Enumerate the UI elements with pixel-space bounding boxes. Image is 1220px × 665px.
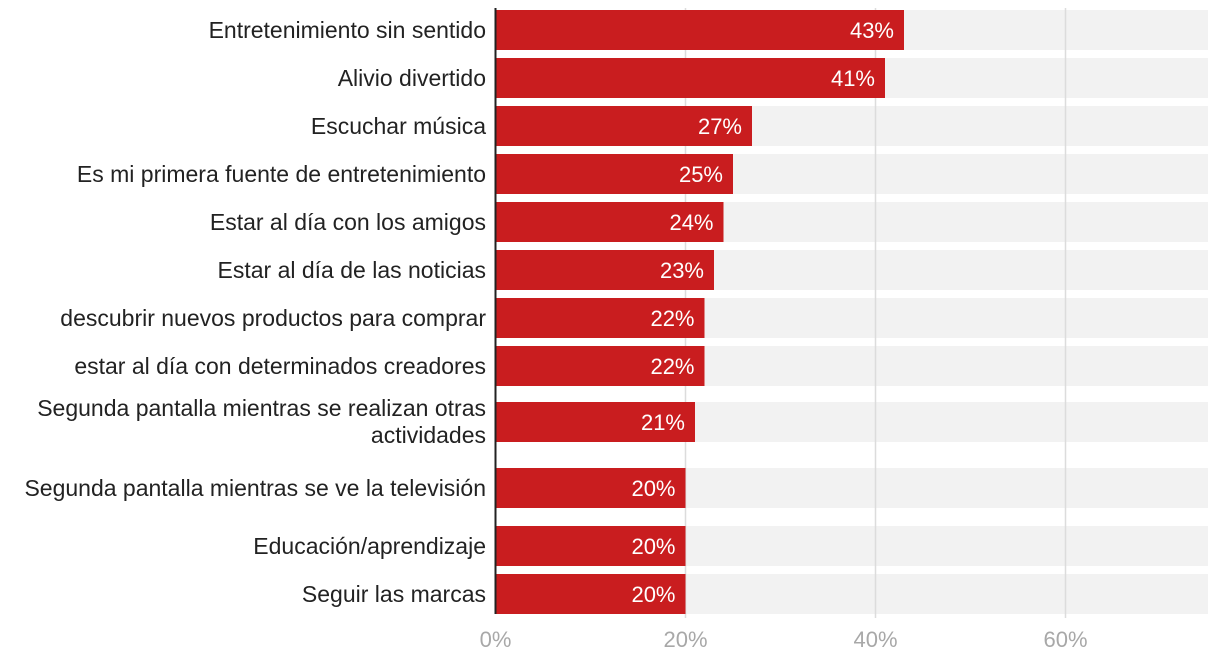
bar-value-label: 43%	[850, 18, 894, 43]
category-label: Educación/aprendizaje	[253, 532, 486, 559]
category-label: Es mi primera fuente de entretenimiento	[76, 160, 486, 187]
bar	[495, 402, 695, 442]
bar	[495, 10, 904, 50]
bar-value-label: 20%	[631, 534, 675, 559]
bar	[495, 574, 686, 614]
category-label: Segunda pantalla mientras se realizan ot…	[37, 395, 486, 448]
bar	[495, 58, 885, 98]
bar-value-label: 22%	[650, 306, 694, 331]
bar-value-label: 22%	[650, 354, 694, 379]
bar-value-label: 20%	[631, 476, 675, 501]
bar-value-label: 23%	[660, 258, 704, 283]
bar-value-label: 41%	[831, 66, 875, 91]
bar-value-label: 20%	[631, 582, 675, 607]
category-label: Entretenimiento sin sentido	[208, 16, 486, 43]
x-tick-label: 0%	[479, 627, 512, 652]
category-label: Estar al día con los amigos	[209, 208, 486, 235]
bar-value-label: 21%	[641, 410, 685, 435]
category-label: estar al día con determinados creadores	[74, 352, 486, 379]
x-tick-label: 60%	[1043, 627, 1088, 652]
bar-value-label: 25%	[679, 162, 723, 187]
bar-value-label: 24%	[669, 210, 713, 235]
bar	[495, 202, 724, 242]
category-label: Escuchar música	[310, 112, 486, 139]
category-label: Seguir las marcas	[301, 580, 486, 607]
category-label: Alivio divertido	[337, 64, 486, 91]
bar	[495, 298, 705, 338]
bar	[495, 250, 714, 290]
category-label: descubrir nuevos productos para comprar	[60, 304, 486, 331]
x-tick-label: 40%	[853, 627, 898, 652]
bar	[495, 346, 705, 386]
category-label: Segunda pantalla mientras se ve la telev…	[24, 474, 486, 501]
bar	[495, 526, 686, 566]
bar	[495, 468, 686, 508]
bar	[495, 106, 752, 146]
category-label: Estar al día de las noticias	[217, 256, 486, 283]
x-tick-label: 20%	[663, 627, 708, 652]
bar	[495, 154, 733, 194]
bar-value-label: 27%	[698, 114, 742, 139]
